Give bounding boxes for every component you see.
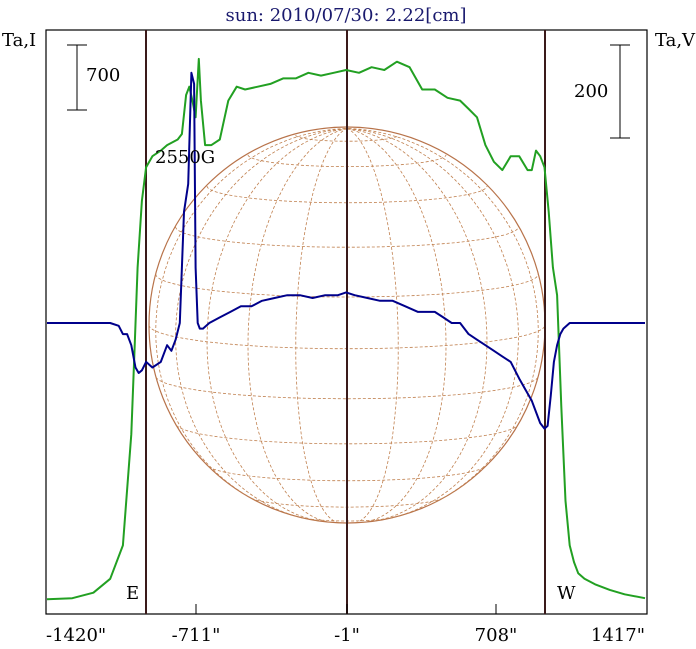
- left-scale-label: 700: [86, 65, 120, 86]
- left-axis-label: Ta,I: [2, 30, 36, 51]
- left-scale-bar: [67, 44, 87, 111]
- x-tick-label: 708": [475, 625, 518, 646]
- right-scale-label: 200: [574, 81, 608, 102]
- right-scale-bar: [610, 44, 630, 139]
- series-layer: [46, 57, 646, 601]
- limb-label-west: W: [557, 583, 576, 604]
- longitude-line: [295, 128, 348, 524]
- right-axis-label: Ta,V: [655, 30, 696, 51]
- x-tick-label: -1": [334, 625, 360, 646]
- chart-title: sun: 2010/07/30: 2.22[cm]: [225, 5, 466, 26]
- longitude-line: [175, 128, 348, 519]
- longitude-line: [346, 128, 447, 523]
- x-tick-label: 1417": [591, 625, 645, 646]
- longitude-line: [206, 128, 348, 522]
- longitude-line: [155, 128, 348, 504]
- x-tick-label: -1420": [46, 625, 106, 646]
- latitude-line: [155, 376, 539, 400]
- latitude-line: [208, 466, 486, 482]
- longitude-line: [346, 128, 539, 504]
- limb-label-east: E: [126, 583, 139, 604]
- x-ticks: [195, 604, 497, 614]
- series-line-intensity: [46, 57, 646, 601]
- longitude-line: [247, 128, 348, 523]
- series-line-polarization: [47, 71, 645, 430]
- longitude-line: [346, 128, 519, 519]
- longitude-line: [346, 128, 488, 522]
- x-tick-label: -711": [172, 625, 221, 646]
- longitude-line: [346, 128, 399, 524]
- annotation-2550G: 2550G: [155, 147, 215, 168]
